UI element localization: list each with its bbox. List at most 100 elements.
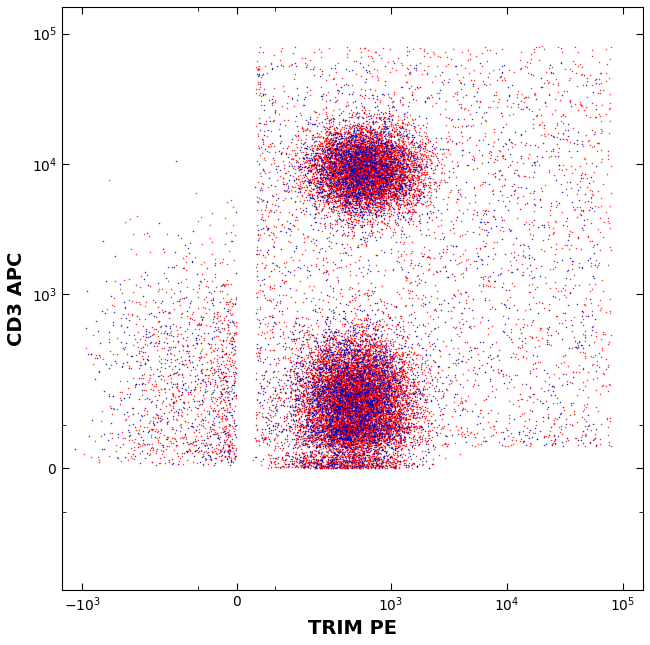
Point	[213, 366, 224, 377]
Point	[377, 157, 387, 168]
Point	[332, 174, 343, 184]
Point	[329, 73, 339, 83]
Point	[340, 145, 350, 155]
Point	[401, 181, 411, 191]
Point	[320, 95, 331, 106]
Point	[384, 375, 394, 385]
Point	[329, 359, 339, 369]
Point	[363, 344, 374, 355]
Point	[342, 170, 352, 181]
Point	[356, 121, 367, 131]
Point	[313, 370, 323, 380]
Point	[176, 422, 187, 432]
Point	[324, 136, 335, 146]
Point	[370, 396, 380, 406]
Point	[384, 66, 395, 77]
Point	[415, 177, 425, 187]
Point	[382, 150, 393, 161]
Point	[341, 441, 352, 451]
Point	[387, 141, 397, 152]
Point	[328, 376, 338, 386]
Point	[374, 397, 384, 408]
Point	[370, 428, 380, 438]
Point	[332, 438, 342, 448]
Point	[412, 437, 423, 448]
Point	[341, 152, 351, 162]
Point	[354, 432, 364, 442]
Point	[333, 367, 343, 377]
Point	[358, 188, 369, 198]
Point	[424, 264, 434, 274]
Point	[399, 255, 410, 265]
Point	[408, 378, 418, 388]
Point	[582, 232, 593, 243]
Point	[370, 181, 380, 192]
Point	[328, 406, 339, 417]
Point	[352, 148, 362, 158]
Point	[417, 388, 427, 399]
Point	[351, 192, 361, 202]
Point	[188, 340, 199, 350]
Point	[374, 144, 384, 155]
Point	[389, 383, 400, 393]
Point	[344, 432, 355, 442]
Point	[352, 203, 363, 213]
Point	[310, 384, 320, 395]
Point	[347, 148, 358, 158]
Point	[338, 176, 348, 186]
Point	[305, 166, 315, 176]
Point	[331, 164, 341, 175]
Point	[334, 177, 345, 187]
Point	[387, 408, 398, 419]
Point	[352, 395, 363, 406]
Point	[391, 154, 401, 164]
Point	[370, 158, 380, 168]
Point	[388, 432, 398, 442]
Point	[367, 142, 378, 152]
Point	[315, 170, 325, 180]
Point	[365, 379, 375, 390]
Point	[350, 386, 360, 397]
Point	[357, 461, 367, 471]
Point	[361, 319, 372, 329]
Point	[354, 369, 364, 379]
Point	[335, 401, 346, 412]
Point	[350, 411, 361, 421]
Point	[396, 362, 407, 373]
Point	[356, 440, 367, 450]
Point	[363, 422, 373, 432]
Point	[308, 408, 318, 418]
Point	[367, 178, 378, 188]
Point	[342, 171, 352, 181]
Point	[216, 375, 226, 385]
Point	[257, 136, 268, 146]
Point	[393, 135, 404, 145]
Point	[400, 352, 411, 362]
Point	[199, 435, 209, 446]
Point	[399, 145, 410, 155]
Point	[298, 426, 308, 436]
Point	[537, 398, 547, 408]
Point	[315, 382, 326, 393]
Point	[320, 411, 331, 421]
Point	[314, 118, 324, 128]
Point	[413, 173, 424, 183]
Point	[387, 162, 397, 172]
Point	[344, 417, 355, 428]
Point	[335, 385, 345, 395]
Point	[319, 137, 330, 147]
Point	[384, 136, 394, 146]
Point	[352, 165, 363, 175]
Point	[374, 152, 385, 162]
Point	[259, 344, 270, 354]
Point	[377, 306, 387, 316]
Point	[388, 154, 398, 164]
Point	[447, 136, 458, 146]
Point	[182, 437, 192, 447]
Point	[525, 188, 535, 199]
Point	[344, 385, 355, 395]
Point	[359, 415, 370, 425]
Point	[399, 402, 410, 412]
Point	[510, 352, 520, 362]
Point	[200, 377, 210, 387]
